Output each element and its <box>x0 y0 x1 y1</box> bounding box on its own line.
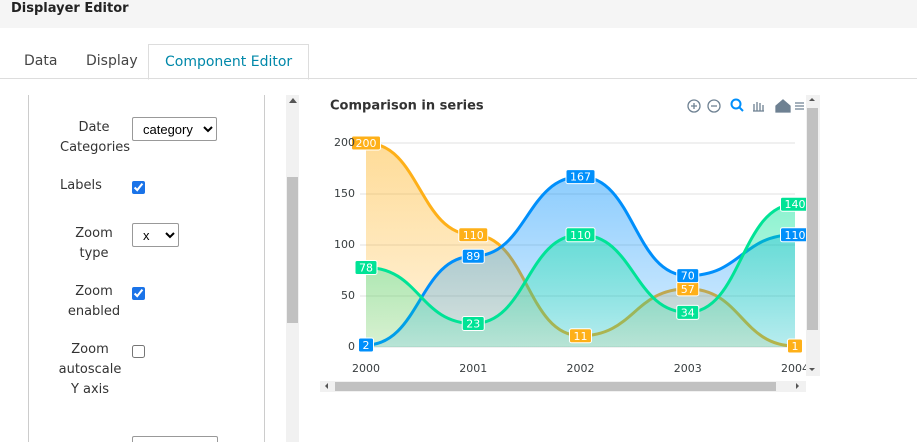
data-label-bg <box>461 248 485 264</box>
data-label-bg <box>565 169 596 185</box>
y-tick-label: 200 <box>334 136 355 149</box>
tab[interactable]: Component Editor <box>148 44 310 80</box>
data-label: 78 <box>359 261 373 274</box>
setting-label: Zoom type <box>75 226 113 261</box>
data-label: 57 <box>681 283 695 296</box>
data-label: 89 <box>466 250 480 263</box>
data-label: 11 <box>574 330 588 343</box>
data-label: 110 <box>570 229 591 242</box>
panel-border <box>28 95 29 442</box>
settings-panel: Area Date Categories category Labels Zoom ty… <box>0 95 286 442</box>
data-label: 140 <box>785 198 806 211</box>
x-tick-label: 2000 <box>352 362 380 375</box>
setting-label: Zoom autoscale Y axis <box>58 342 122 397</box>
data-label-bg <box>780 227 806 243</box>
data-label-bg <box>565 227 596 243</box>
setting-label: Labels <box>60 178 102 193</box>
setting-label: Zoom enabled <box>67 284 121 319</box>
y-tick-label: 50 <box>341 289 355 302</box>
panel-border <box>264 95 265 442</box>
tab-border <box>0 78 917 79</box>
data-label: 200 <box>356 137 377 150</box>
area <box>366 204 795 347</box>
select[interactable] <box>132 436 218 442</box>
data-label-bg <box>787 338 803 354</box>
data-label-bg <box>676 268 700 284</box>
data-label: 110 <box>463 229 484 242</box>
header-title: Displayer Editor <box>11 1 129 16</box>
data-label: 23 <box>466 318 480 331</box>
data-label: 110 <box>785 229 806 242</box>
x-tick-label: 2002 <box>567 362 595 375</box>
x-tick-label: 2004 <box>781 362 809 375</box>
y-tick-label: 100 <box>334 238 355 251</box>
checkbox[interactable] <box>132 345 145 358</box>
scrollbar[interactable] <box>286 95 299 442</box>
setting-row: Zoom enabled <box>60 282 128 322</box>
data-label: 34 <box>681 306 695 319</box>
data-label-bg <box>458 227 489 243</box>
data-label-bg <box>569 328 592 344</box>
h-scrollbar[interactable] <box>320 381 806 392</box>
chart: Comparison in series 2000 2001 2002 2003 200… <box>320 95 820 392</box>
data-label: 1 <box>792 340 799 353</box>
data-label-bg <box>461 316 485 332</box>
checkbox[interactable] <box>132 287 145 300</box>
data-label-bg <box>358 337 374 353</box>
setting-row: Date Categories <box>60 118 131 158</box>
v-scrollbar[interactable] <box>806 95 820 376</box>
data-label-bg <box>780 196 806 212</box>
y-tick-label: 0 <box>348 340 355 353</box>
select[interactable]: category <box>132 117 217 141</box>
checkbox[interactable] <box>132 181 145 194</box>
select[interactable]: x <box>132 223 179 247</box>
data-label: 2 <box>363 339 370 352</box>
tab[interactable]: Display <box>86 53 138 69</box>
toolbar <box>687 98 804 113</box>
setting-row: Zoom type <box>60 224 128 264</box>
setting-row: Labels <box>60 176 102 196</box>
setting-label: Date Categories <box>60 120 131 155</box>
chart-title: Comparison in series <box>330 99 484 114</box>
data-label: 70 <box>681 270 695 283</box>
setting-row: Zoom autoscale Y axis <box>56 340 124 400</box>
x-tick-label: 2001 <box>459 362 487 375</box>
header: Displayer Editor <box>0 0 917 28</box>
tab[interactable]: Data <box>24 53 58 69</box>
data-label-bg <box>351 135 381 151</box>
y-tick-label: 150 <box>334 187 355 200</box>
data-label: 167 <box>570 171 591 184</box>
data-label-bg <box>676 304 700 320</box>
x-tick-label: 2003 <box>674 362 702 375</box>
data-label-bg <box>354 259 378 275</box>
